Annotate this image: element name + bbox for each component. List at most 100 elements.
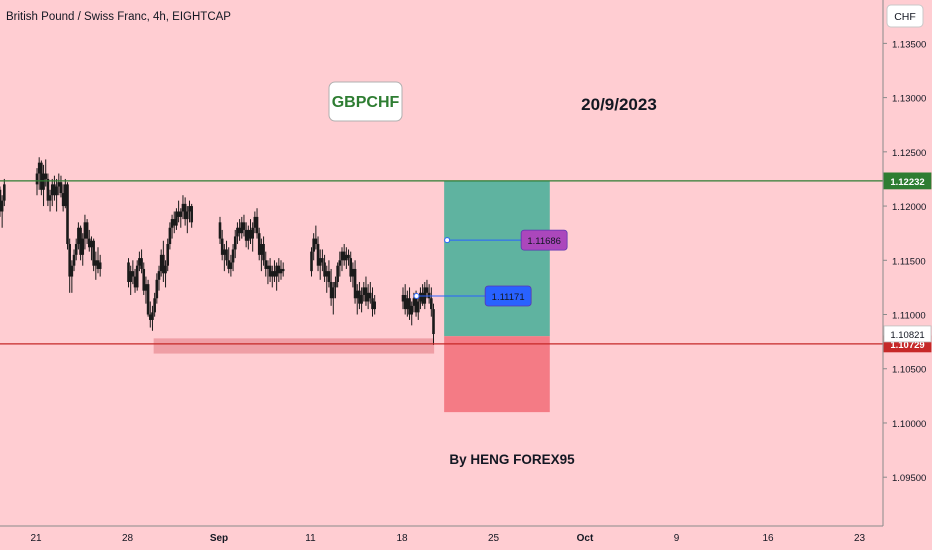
price-tick-label: 1.12000 (892, 202, 926, 213)
candle (179, 211, 183, 217)
target-price-label-anchor[interactable] (444, 237, 451, 244)
candle (148, 314, 152, 320)
time-tick-label: Oct (577, 533, 594, 544)
candle (310, 251, 313, 272)
candle (242, 222, 246, 230)
candle (159, 254, 163, 272)
candle (35, 173, 39, 185)
candle (360, 294, 363, 304)
candle (340, 251, 344, 261)
candle (218, 222, 222, 239)
zones-layer (153, 180, 550, 413)
candle (373, 301, 376, 310)
candle (190, 206, 193, 223)
candle (316, 244, 320, 266)
candle (349, 258, 353, 277)
support-axis-label: 1.10729 (890, 340, 924, 351)
candle (401, 294, 405, 302)
candle (220, 238, 224, 255)
price-tick-label: 1.11000 (892, 311, 926, 322)
candle (419, 292, 422, 302)
candle (257, 233, 261, 255)
resistance-axis-label: 1.12232 (890, 177, 924, 188)
candle (432, 309, 435, 335)
candle (268, 265, 272, 277)
candle (331, 287, 335, 299)
candle (55, 186, 58, 196)
candle (177, 211, 180, 217)
candle (129, 271, 132, 282)
candle (421, 292, 424, 304)
candle (369, 292, 372, 299)
date-annotation: 20/9/2023 (581, 95, 657, 114)
candle (358, 290, 361, 304)
candle (240, 222, 244, 234)
candle (345, 254, 348, 261)
candle (3, 184, 6, 201)
candle (142, 268, 146, 291)
candle (40, 162, 43, 190)
candle (231, 249, 235, 263)
price-tick-label: 1.10500 (892, 365, 926, 376)
time-tick-label: Sep (210, 533, 228, 544)
candle (162, 254, 165, 274)
candle (414, 298, 418, 313)
candle (74, 244, 78, 255)
candle (323, 262, 326, 277)
time-tick-label: 16 (762, 533, 774, 544)
time-tick-label: 11 (305, 533, 316, 544)
time-tick-label: 9 (674, 533, 680, 544)
candle (255, 216, 259, 234)
candle (168, 227, 172, 245)
candle (133, 276, 137, 288)
overlay-layer: 1.11686 1.11171 (0, 180, 883, 345)
candle (172, 219, 176, 226)
candle (46, 178, 50, 201)
candle (146, 284, 150, 315)
candle (247, 229, 250, 241)
candle (327, 271, 331, 282)
candle (44, 173, 48, 179)
entry-price-label: 1.11171 (492, 292, 525, 303)
candle (334, 281, 337, 288)
currency-button-box[interactable] (886, 4, 924, 28)
candle (229, 262, 233, 269)
candle (223, 249, 226, 255)
candle (233, 236, 237, 250)
candle (59, 182, 63, 194)
candle (403, 294, 407, 310)
candle (127, 262, 130, 282)
candle (408, 298, 411, 315)
candle (85, 222, 89, 239)
candle (42, 173, 45, 190)
candle (68, 244, 71, 277)
entry-price-label-box[interactable] (484, 285, 532, 307)
candle (57, 182, 61, 187)
currency-button[interactable]: CHF (894, 11, 916, 23)
candle (366, 292, 370, 302)
candle (186, 211, 189, 220)
candle (329, 281, 333, 299)
candle (81, 238, 85, 255)
price-axis[interactable] (883, 0, 932, 526)
target-price-label: 1.11686 (527, 236, 561, 247)
candle (251, 227, 254, 239)
candle (144, 284, 148, 291)
price-tick-label: 1.11500 (892, 256, 926, 267)
profit-zone[interactable] (444, 180, 550, 337)
candle (64, 184, 67, 207)
candle (277, 265, 281, 274)
loss-zone[interactable] (444, 336, 550, 413)
candle (253, 216, 257, 228)
entry-price-label-anchor[interactable] (413, 292, 420, 299)
candle (0, 189, 2, 212)
target-price-label-box[interactable] (520, 229, 568, 251)
candle (157, 271, 161, 280)
candle (325, 271, 329, 277)
candle (151, 312, 154, 320)
candle (94, 260, 98, 266)
candle (83, 222, 87, 239)
